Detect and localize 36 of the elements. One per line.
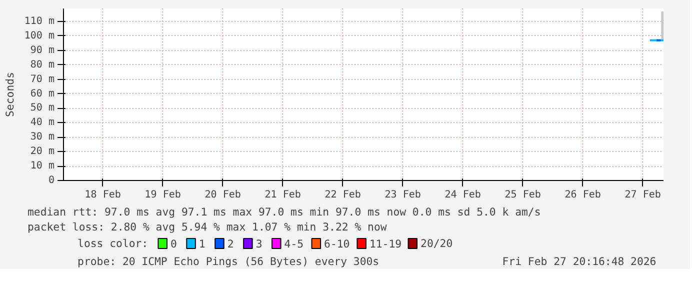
x-tick-label: 26 Feb	[564, 190, 601, 200]
y-tick-label: 70 m	[30, 74, 55, 85]
legend-label: 2	[227, 238, 234, 250]
y-tick-label: 80 m	[30, 59, 55, 70]
legend-label: 6-10	[324, 238, 350, 250]
y-tick-label: 60 m	[30, 88, 55, 100]
legend-label: 0	[170, 238, 177, 250]
y-tick-label: 100 m	[24, 30, 55, 42]
x-tick-label: 23 Feb	[384, 190, 421, 200]
y-tick-label: 20 m	[30, 146, 55, 158]
x-tick-label: 19 Feb	[144, 190, 181, 200]
text: Fri Feb 27 20:16:48 2026	[502, 255, 656, 268]
x-tick-label: 21 Feb	[264, 190, 301, 200]
y-axis-title: Seconds	[3, 72, 16, 117]
y-tick-label: 110 m	[24, 16, 55, 28]
legend-label: 3	[256, 238, 262, 250]
x-tick-label: 25 Feb	[504, 190, 541, 200]
legend-label: 20/20	[420, 237, 453, 250]
y-tick-label: 40 m	[30, 117, 55, 128]
y-tick-label: 10 m	[30, 160, 55, 172]
x-tick-label: 22 Feb	[324, 190, 361, 200]
y-tick-label: 0	[48, 175, 55, 186]
y-tick-label: 90 m	[30, 44, 55, 56]
y-tick-label: 30 m	[30, 132, 55, 143]
x-tick-label: 20 Feb	[204, 190, 241, 200]
x-tick-label: 18 Feb	[84, 190, 121, 200]
legend-title: loss color:	[78, 237, 148, 250]
x-tick-label: 27 Feb	[624, 190, 661, 200]
text: probe: 20 ICMP Echo Pings (56 Bytes) every 300s	[78, 255, 380, 268]
text: median rtt: 97.0 ms avg 97.1 ms max 97.0 ms min 97.0 ms now 0.0 ms sd 5.0 k am/s	[28, 206, 541, 218]
legend-label: 11-19	[369, 238, 402, 250]
y-tick-label: 50 m	[30, 102, 55, 114]
legend-label: 4-5	[284, 238, 304, 250]
text: packet loss: 2.80 % avg 5.94 % max 1.07 % min 3.22 % now	[28, 220, 388, 234]
legend-label: 1	[198, 238, 206, 250]
x-tick-label: 24 Feb	[444, 190, 481, 200]
